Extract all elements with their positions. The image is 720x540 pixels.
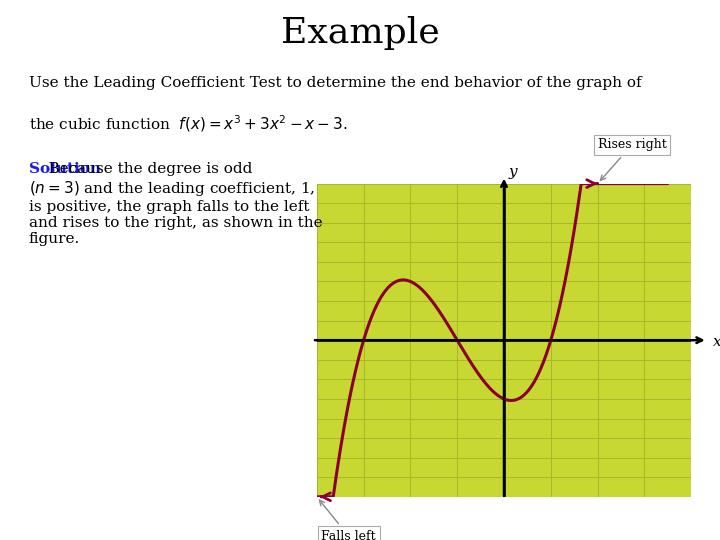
Text: Because the degree is odd
$(n = 3)$ and the leading coefficient, 1,
is positive,: Because the degree is odd $(n = 3)$ and … [29, 162, 323, 246]
Text: the cubic function  $f(x) = x^3 + 3x^2 - x - 3.$: the cubic function $f(x) = x^3 + 3x^2 - … [29, 113, 348, 134]
Text: Rises right: Rises right [598, 138, 666, 180]
Text: Falls left: Falls left [320, 500, 376, 540]
Text: x: x [713, 335, 720, 349]
Text: y: y [509, 165, 518, 179]
Text: Example: Example [281, 16, 439, 50]
Text: Use the Leading Coefficient Test to determine the end behavior of the graph of: Use the Leading Coefficient Test to dete… [29, 76, 642, 90]
Text: Solution: Solution [29, 162, 101, 176]
